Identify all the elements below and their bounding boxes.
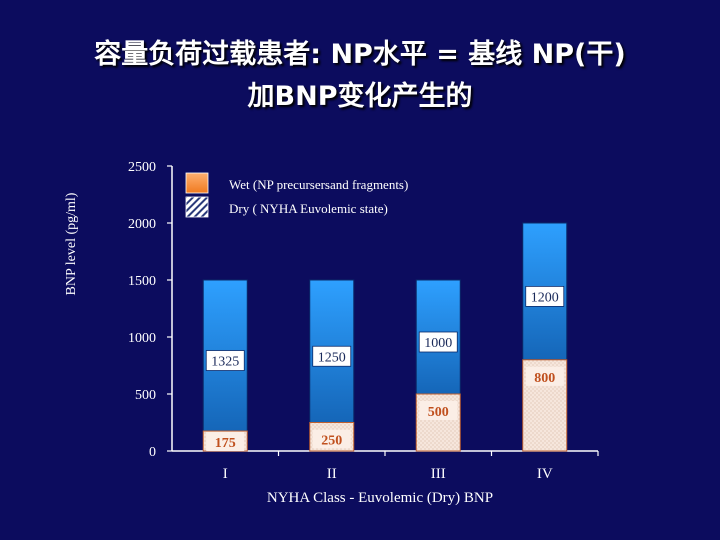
dry-value-label: 500	[428, 405, 449, 420]
wet-value-box	[525, 285, 565, 307]
wet-value-label: 1250	[318, 350, 346, 365]
dry-value-box	[206, 432, 245, 451]
wet-value-label: 1325	[211, 355, 239, 370]
y-tick-label: 2500	[128, 160, 156, 175]
y-tick-label: 1000	[128, 331, 156, 346]
title-line-1: 容量负荷过载患者: NP水平 = 基线 NP(干)	[94, 39, 626, 70]
x-tick-label: III	[431, 466, 446, 482]
y-axis-label: BNP level (pg/ml)	[64, 192, 79, 296]
x-tick-label: IV	[537, 466, 553, 482]
legend-label-wet: Wet (NP precursersand fragments)	[229, 177, 408, 192]
legend-label-dry: Dry ( NYHA Euvolemic state)	[229, 201, 388, 216]
dry-value-box	[312, 429, 351, 449]
wet-value-box	[418, 331, 458, 353]
wet-value-box	[205, 350, 245, 371]
dry-value-label: 250	[321, 434, 342, 449]
dry-value-box	[525, 366, 564, 386]
wet-value-box	[312, 345, 352, 367]
legend-swatch-dry	[185, 196, 209, 218]
legend-swatch-wet	[185, 172, 209, 194]
y-tick-label: 1500	[128, 274, 156, 289]
x-tick-label: I	[223, 466, 228, 482]
dry-value-box	[419, 401, 458, 420]
x-tick-label: II	[327, 466, 337, 482]
x-axis-label: NYHA Class - Euvolemic (Dry) BNP	[266, 490, 494, 506]
slide-title: 容量负荷过载患者: NP水平 = 基线 NP(干) 加BNP变化产生的	[0, 34, 720, 118]
wet-value-label: 1200	[531, 290, 559, 305]
y-tick-label: 500	[135, 388, 156, 403]
title-line-2: 加BNP变化产生的	[247, 81, 473, 112]
dry-value-label: 800	[534, 371, 555, 386]
y-tick-label: 2000	[128, 217, 156, 232]
wet-value-label: 1000	[424, 336, 452, 351]
y-tick-label: 0	[149, 445, 156, 460]
dry-value-label: 175	[215, 436, 236, 451]
